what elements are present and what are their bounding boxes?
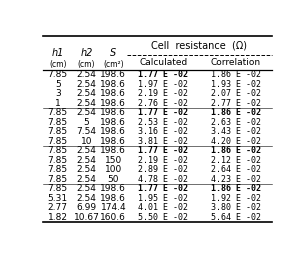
Text: 1.82: 1.82: [48, 213, 68, 222]
Text: 7.85: 7.85: [48, 118, 68, 127]
Text: 1.86 E -02: 1.86 E -02: [211, 70, 261, 79]
Text: 198.6: 198.6: [100, 184, 126, 193]
Text: 198.6: 198.6: [100, 146, 126, 155]
Text: 3.81 E -02: 3.81 E -02: [138, 137, 188, 146]
Text: 6.99: 6.99: [76, 203, 96, 212]
Text: 2.77: 2.77: [48, 203, 68, 212]
Text: 4.23 E -02: 4.23 E -02: [211, 175, 261, 184]
Text: 2.54: 2.54: [77, 165, 96, 174]
Text: 7.85: 7.85: [48, 146, 68, 155]
Text: 2.54: 2.54: [77, 184, 96, 193]
Text: 1.77 E -02: 1.77 E -02: [138, 184, 188, 193]
Text: 2.54: 2.54: [77, 89, 96, 98]
Text: 7.85: 7.85: [48, 70, 68, 79]
Text: 1: 1: [55, 99, 61, 108]
Text: 4.78 E -02: 4.78 E -02: [138, 175, 188, 184]
Text: 2.54: 2.54: [77, 99, 96, 108]
Text: 7.85: 7.85: [48, 184, 68, 193]
Text: Calculated: Calculated: [139, 58, 187, 67]
Text: 2.07 E -02: 2.07 E -02: [211, 89, 261, 98]
Text: 1.86 E -02: 1.86 E -02: [211, 184, 261, 193]
Text: 10: 10: [81, 137, 92, 146]
Text: 1.97 E -02: 1.97 E -02: [138, 80, 188, 89]
Text: 198.6: 198.6: [100, 89, 126, 98]
Text: 1.86 E -02: 1.86 E -02: [211, 108, 261, 117]
Text: 2.19 E -02: 2.19 E -02: [138, 156, 188, 165]
Text: 198.6: 198.6: [100, 99, 126, 108]
Text: 174.4: 174.4: [101, 203, 126, 212]
Text: 2.54: 2.54: [77, 146, 96, 155]
Text: 2.76 E -02: 2.76 E -02: [138, 99, 188, 108]
Text: 3.43 E -02: 3.43 E -02: [211, 127, 261, 136]
Text: 150: 150: [105, 156, 122, 165]
Text: 3: 3: [55, 89, 61, 98]
Text: 1.93 E -02: 1.93 E -02: [211, 80, 261, 89]
Text: (cm): (cm): [49, 60, 66, 69]
Text: S: S: [110, 48, 117, 58]
Text: 7.85: 7.85: [48, 108, 68, 117]
Text: 1.95 E -02: 1.95 E -02: [138, 194, 188, 203]
Text: 2.54: 2.54: [77, 156, 96, 165]
Text: 2.19 E -02: 2.19 E -02: [138, 89, 188, 98]
Text: 5: 5: [84, 118, 89, 127]
Text: 5: 5: [55, 80, 61, 89]
Text: 7.85: 7.85: [48, 127, 68, 136]
Text: 198.6: 198.6: [100, 127, 126, 136]
Text: 198.6: 198.6: [100, 70, 126, 79]
Text: 2.63 E -02: 2.63 E -02: [211, 118, 261, 127]
Text: 2.64 E -02: 2.64 E -02: [211, 165, 261, 174]
Text: 160.6: 160.6: [100, 213, 126, 222]
Text: 4.20 E -02: 4.20 E -02: [211, 137, 261, 146]
Text: h2: h2: [80, 48, 93, 58]
Text: 50: 50: [108, 175, 119, 184]
Text: 2.54: 2.54: [77, 108, 96, 117]
Text: (cm²): (cm²): [103, 60, 124, 69]
Text: 10.67: 10.67: [74, 213, 99, 222]
Text: 2.54: 2.54: [77, 194, 96, 203]
Text: 7.85: 7.85: [48, 137, 68, 146]
Text: 198.6: 198.6: [100, 194, 126, 203]
Text: 100: 100: [105, 165, 122, 174]
Text: 198.6: 198.6: [100, 118, 126, 127]
Text: 1.77 E -02: 1.77 E -02: [138, 70, 188, 79]
Text: 2.54: 2.54: [77, 175, 96, 184]
Text: Correlation: Correlation: [211, 58, 261, 67]
Text: 7.85: 7.85: [48, 175, 68, 184]
Text: 2.77 E -02: 2.77 E -02: [211, 99, 261, 108]
Text: 2.54: 2.54: [77, 70, 96, 79]
Text: 7.85: 7.85: [48, 165, 68, 174]
Text: (cm): (cm): [78, 60, 95, 69]
Text: 2.12 E -02: 2.12 E -02: [211, 156, 261, 165]
Text: 1.86 E -02: 1.86 E -02: [211, 146, 261, 155]
Text: 2.54: 2.54: [77, 80, 96, 89]
Text: 198.6: 198.6: [100, 108, 126, 117]
Text: 1.77 E -02: 1.77 E -02: [138, 108, 188, 117]
Text: 2.89 E -02: 2.89 E -02: [138, 165, 188, 174]
Text: 198.6: 198.6: [100, 137, 126, 146]
Text: h1: h1: [52, 48, 64, 58]
Text: 7.85: 7.85: [48, 156, 68, 165]
Text: 198.6: 198.6: [100, 80, 126, 89]
Text: 7.54: 7.54: [77, 127, 96, 136]
Text: 5.64 E -02: 5.64 E -02: [211, 213, 261, 222]
Text: 5.50 E -02: 5.50 E -02: [138, 213, 188, 222]
Text: 1.92 E -02: 1.92 E -02: [211, 194, 261, 203]
Text: 2.53 E -02: 2.53 E -02: [138, 118, 188, 127]
Text: 4.01 E -02: 4.01 E -02: [138, 203, 188, 212]
Text: 1.77 E -02: 1.77 E -02: [138, 146, 188, 155]
Text: 3.80 E -02: 3.80 E -02: [211, 203, 261, 212]
Text: 3.16 E -02: 3.16 E -02: [138, 127, 188, 136]
Text: Cell  resistance  (Ω): Cell resistance (Ω): [151, 41, 247, 51]
Text: 5.31: 5.31: [48, 194, 68, 203]
